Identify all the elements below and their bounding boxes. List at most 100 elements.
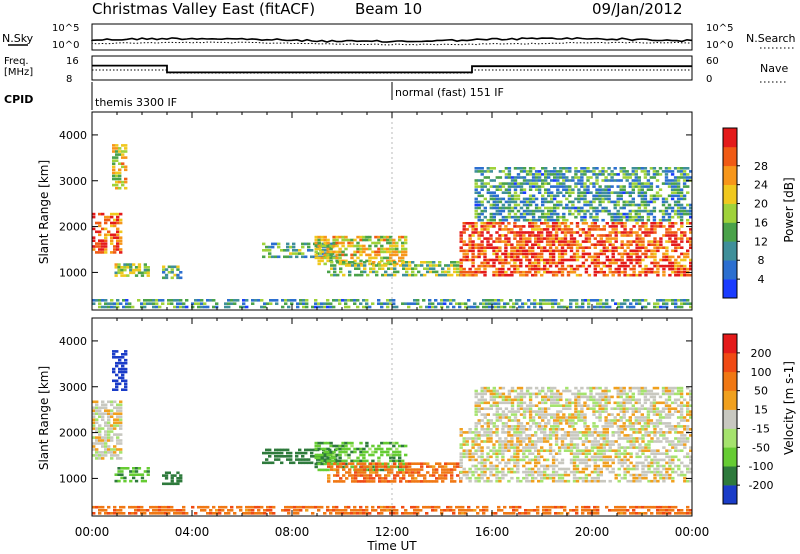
data-cell <box>474 267 478 271</box>
data-cell <box>486 182 490 185</box>
data-cell <box>674 431 678 434</box>
data-cell <box>583 209 587 213</box>
data-cell <box>647 302 651 305</box>
data-cell <box>338 456 342 460</box>
data-cell <box>459 231 463 234</box>
data-cell <box>395 459 399 463</box>
data-cell <box>371 444 375 448</box>
data-cell <box>640 209 644 213</box>
data-cell <box>525 206 530 210</box>
data-cell <box>477 170 481 173</box>
data-cell <box>575 264 580 268</box>
data-cell <box>377 444 381 448</box>
data-cell <box>652 170 657 173</box>
data-cell <box>363 480 367 483</box>
data-cell <box>599 470 603 474</box>
data-cell <box>425 305 429 309</box>
data-cell <box>631 191 635 194</box>
data-cell <box>483 252 487 256</box>
data-cell <box>589 215 593 219</box>
data-cell <box>507 212 512 216</box>
data-cell <box>537 455 541 459</box>
data-cell <box>483 222 487 225</box>
data-cell <box>462 228 466 231</box>
data-cell <box>483 264 487 268</box>
data-cell <box>107 215 111 219</box>
data-cell <box>560 473 565 477</box>
data-cell <box>565 203 569 207</box>
data-cell <box>634 212 638 216</box>
data-cell <box>599 243 603 246</box>
data-cell <box>317 453 321 457</box>
data-cell <box>640 182 644 185</box>
data-cell <box>299 299 303 302</box>
data-cell <box>483 440 487 443</box>
data-cell <box>537 191 542 194</box>
data-cell <box>295 255 299 259</box>
colorbar-swatch <box>723 222 737 242</box>
data-cell <box>477 231 481 234</box>
data-cell <box>635 234 639 237</box>
data-cell <box>679 170 684 173</box>
data-cell <box>540 473 544 477</box>
data-cell <box>101 403 105 407</box>
data-cell <box>562 176 566 179</box>
data-cell <box>551 461 556 465</box>
data-cell <box>245 305 249 309</box>
data-cell <box>495 203 499 207</box>
data-cell <box>280 249 284 252</box>
data-cell <box>643 197 648 201</box>
data-cell <box>563 231 568 234</box>
data-cell <box>311 305 315 309</box>
data-cell <box>578 246 583 249</box>
data-cell <box>513 455 517 459</box>
data-cell <box>605 458 609 462</box>
data-cell <box>271 451 275 455</box>
data-cell <box>513 261 517 265</box>
data-cell <box>327 480 331 483</box>
data-cell <box>581 255 586 259</box>
data-cell <box>572 299 576 302</box>
data-cell <box>317 238 321 242</box>
data-cell <box>401 250 405 254</box>
data-cell <box>683 258 687 262</box>
data-cell <box>380 468 384 472</box>
data-cell <box>104 409 108 412</box>
data-cell <box>513 258 517 262</box>
data-cell <box>516 401 521 405</box>
data-cell <box>622 389 626 393</box>
data-cell <box>353 259 357 263</box>
data-cell <box>556 179 560 182</box>
data-cell <box>525 392 530 396</box>
data-cell <box>486 407 490 410</box>
data-cell <box>534 273 538 277</box>
data-cell <box>635 261 639 265</box>
data-cell <box>604 188 608 191</box>
data-cell <box>528 452 532 455</box>
data-cell <box>101 400 105 404</box>
data-cell <box>474 410 478 413</box>
data-cell <box>544 197 548 201</box>
data-cell <box>608 305 612 309</box>
data-cell <box>534 410 539 413</box>
data-cell <box>635 222 639 225</box>
data-cell <box>543 267 547 271</box>
data-cell <box>673 203 678 207</box>
data-cell <box>653 449 657 452</box>
data-cell <box>541 413 545 416</box>
data-cell <box>119 251 123 254</box>
data-cell <box>545 225 550 228</box>
data-cell <box>614 267 618 271</box>
data-cell <box>560 270 565 274</box>
data-cell <box>650 252 654 256</box>
data-cell <box>607 425 611 428</box>
data-cell <box>332 299 336 302</box>
data-cell <box>480 218 484 222</box>
data-cell <box>665 264 669 268</box>
data-cell <box>637 209 641 213</box>
data-cell <box>557 449 562 452</box>
data-cell <box>610 215 614 219</box>
data-cell <box>602 440 606 443</box>
data-cell <box>539 302 543 305</box>
data-cell <box>581 431 586 434</box>
